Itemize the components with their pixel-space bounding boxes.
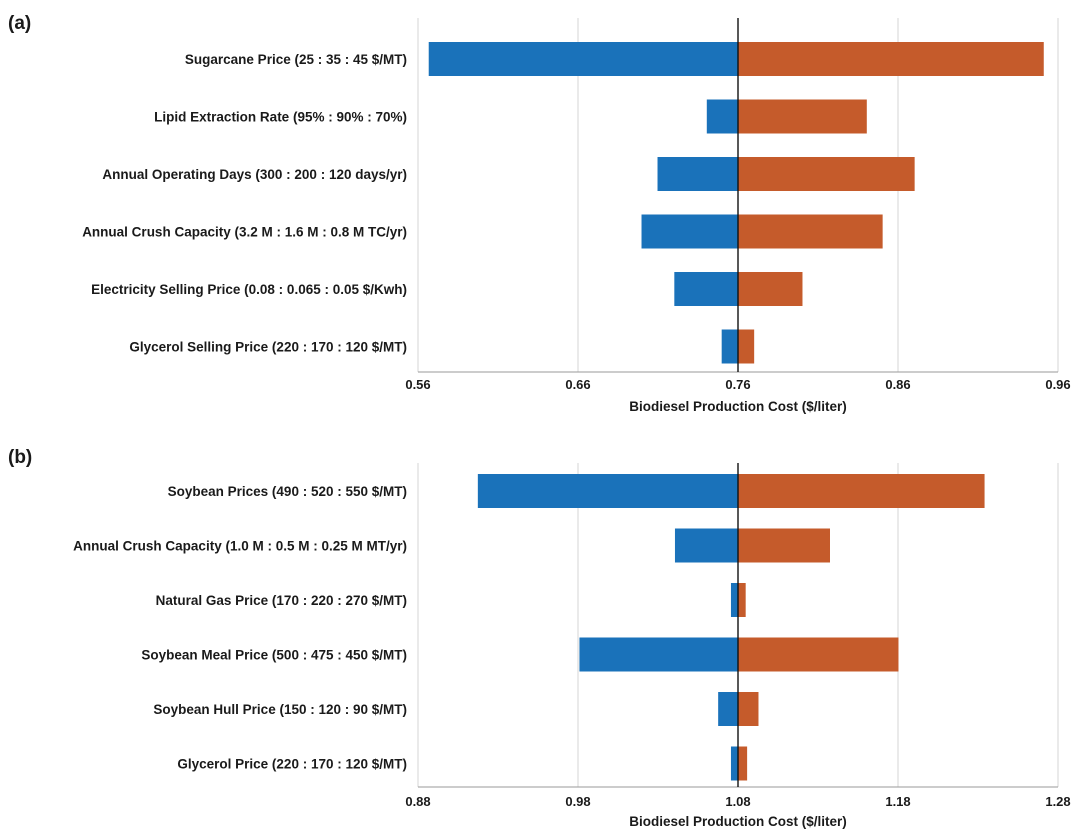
panel-a: (a) Sugarcane Price (25 : 35 : 45 $/MT) L… <box>8 13 1071 414</box>
bar-low <box>674 528 738 563</box>
category-label: Natural Gas Price (170 : 220 : 270 $/MT) <box>156 593 407 608</box>
bar-high <box>738 692 759 726</box>
bar-low <box>657 157 738 191</box>
x-tick-label: 0.96 <box>1045 377 1070 392</box>
category-label: Soybean Prices (490 : 520 : 550 $/MT) <box>168 484 407 499</box>
category-label: Annual Operating Days (300 : 200 : 120 d… <box>102 167 407 182</box>
bar-high <box>738 42 1044 76</box>
category-label: Annual Crush Capacity (1.0 M : 0.5 M : 0… <box>73 539 407 554</box>
bar-low <box>674 272 738 306</box>
tick-labels-b: 0.88 0.98 1.08 1.18 1.28 <box>405 794 1070 809</box>
bar-low <box>721 329 738 364</box>
bars-b <box>477 463 985 787</box>
bar-low <box>477 474 738 508</box>
x-tick-label: 0.88 <box>405 794 430 809</box>
bar-low <box>718 692 738 726</box>
bar-low <box>730 583 738 617</box>
bars-a <box>428 18 1044 372</box>
tick-labels-a: 0.56 0.66 0.76 0.86 0.96 <box>405 377 1070 392</box>
bar-low <box>579 637 738 672</box>
x-tick-label: 1.28 <box>1045 794 1070 809</box>
bar-high <box>738 528 830 563</box>
x-tick-label: 0.76 <box>725 377 750 392</box>
bar-high <box>738 214 883 249</box>
bar-high <box>738 474 985 508</box>
bar-low <box>428 42 738 76</box>
category-label: Annual Crush Capacity (3.2 M : 1.6 M : 0… <box>82 225 407 240</box>
x-tick-label: 0.86 <box>885 377 910 392</box>
panel-label-a: (a) <box>8 13 31 34</box>
x-tick-label: 0.56 <box>405 377 430 392</box>
x-axis-title-b: Biodiesel Production Cost ($/liter) <box>629 814 847 829</box>
category-labels-b: Soybean Prices (490 : 520 : 550 $/MT) Ann… <box>73 484 407 772</box>
x-axis-title-a: Biodiesel Production Cost ($/liter) <box>629 399 847 414</box>
bar-high <box>738 157 915 191</box>
category-label: Glycerol Price (220 : 170 : 120 $/MT) <box>177 757 407 772</box>
category-label: Glycerol Selling Price (220 : 170 : 120 … <box>129 340 407 355</box>
category-label: Soybean Meal Price (500 : 475 : 450 $/MT… <box>141 648 407 663</box>
bar-high <box>738 329 755 364</box>
bar-high <box>738 583 746 617</box>
x-tick-label: 0.98 <box>565 794 590 809</box>
x-tick-label: 1.18 <box>885 794 910 809</box>
bar-high <box>738 637 899 672</box>
category-labels-a: Sugarcane Price (25 : 35 : 45 $/MT) Lipid… <box>82 52 407 355</box>
panel-b: (b) Soybean Prices (490 : 520 : 550 $/MT… <box>8 447 1071 829</box>
category-label: Sugarcane Price (25 : 35 : 45 $/MT) <box>185 52 407 67</box>
category-label: Lipid Extraction Rate (95% : 90% : 70%) <box>154 110 407 125</box>
bar-high <box>738 746 748 781</box>
bar-high <box>738 272 803 306</box>
category-label: Soybean Hull Price (150 : 120 : 90 $/MT) <box>153 702 407 717</box>
bar-low <box>641 214 738 249</box>
bar-low <box>730 746 738 781</box>
bar-high <box>738 99 867 134</box>
category-label: Electricity Selling Price (0.08 : 0.065 … <box>91 282 407 297</box>
panel-label-b: (b) <box>8 447 32 468</box>
x-tick-label: 0.66 <box>565 377 590 392</box>
x-tick-label: 1.08 <box>725 794 750 809</box>
bar-low <box>706 99 738 134</box>
